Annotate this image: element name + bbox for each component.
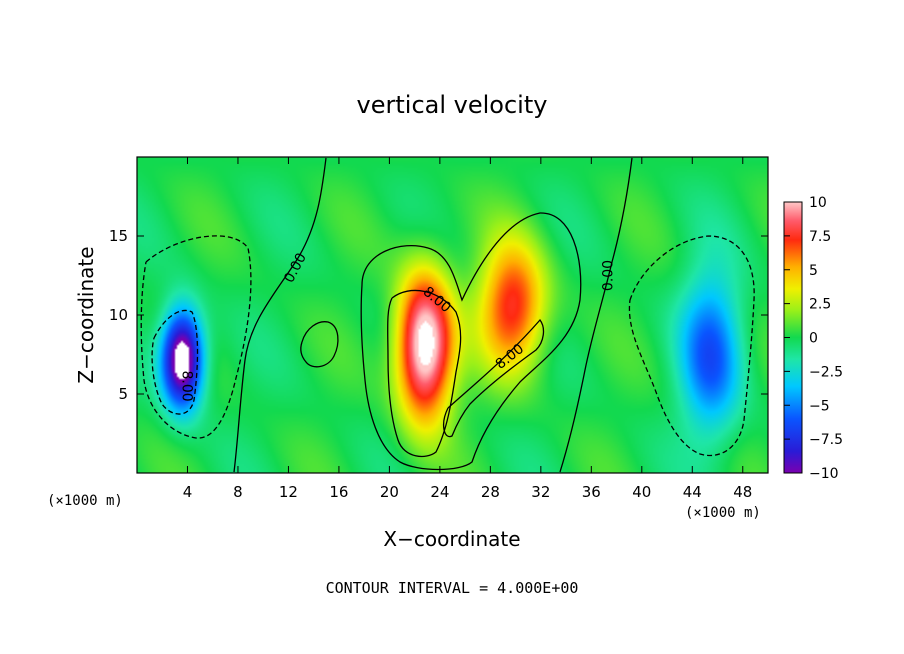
contour-neg-east (628, 235, 755, 457)
colorbar-tick-label: 2.5 (809, 297, 831, 313)
z-tick-label: 10 (109, 306, 128, 324)
x-tick-label: 32 (531, 483, 550, 501)
contour-interval-footer: CONTOUR INTERVAL = 4.000E+00 (326, 579, 579, 597)
x-tick-label: 24 (430, 483, 449, 501)
contour-eight-west (387, 289, 462, 458)
z-tick-label: 15 (109, 227, 128, 245)
contour-label: 0.00 (601, 260, 617, 291)
velocity-field-image (137, 157, 768, 473)
x-unit-label-right: (×1000 m) (685, 505, 761, 521)
colorbar-tick-label: −5 (809, 398, 830, 414)
x-tick-label: 48 (733, 483, 752, 501)
x-tick-label: 28 (481, 483, 500, 501)
colorbar-tick-label: −7.5 (809, 432, 843, 448)
x-axis-label: X−coordinate (383, 527, 520, 551)
z-tick-label: 5 (118, 385, 128, 403)
contour-label-text: 8.00 (178, 371, 194, 402)
x-tick-label: 20 (380, 483, 399, 501)
velocity-field (137, 157, 768, 473)
colorbar-tick-label: 10 (809, 195, 827, 211)
colorbar-tick-label: −2.5 (809, 364, 843, 380)
colorbar-tick-label: −10 (809, 466, 839, 482)
colorbar-tick-label: 5 (809, 263, 818, 279)
x-axis-ticks: 4 8 12 16 20 24 28 32 36 40 44 48 (183, 157, 752, 501)
colorbar-tick-label: 7.5 (809, 229, 831, 245)
contour-zero-isle (300, 321, 339, 368)
z-axis-label: Z−coordinate (74, 246, 98, 383)
x-tick-label: 36 (582, 483, 601, 501)
contour-eight-east (442, 318, 545, 438)
x-tick-label: 12 (279, 483, 298, 501)
contour-lines (140, 157, 755, 473)
x-unit-label-left: (×1000 m) (47, 493, 123, 509)
z-axis-ticks: 5 10 15 (109, 227, 768, 403)
x-tick-label: 4 (183, 483, 193, 501)
x-tick-label: 40 (632, 483, 651, 501)
x-tick-label: 44 (683, 483, 702, 501)
colorbar-ticks: 10 7.5 5 2.5 0 −2.5 −5 −7.5 −10 (784, 195, 843, 482)
contour-zero-updraft (360, 212, 582, 471)
contour-zero-east (559, 157, 633, 473)
x-tick-label: 8 (233, 483, 243, 501)
x-tick-label: 16 (329, 483, 348, 501)
contour-zero-west (233, 157, 327, 473)
contour-label-text: 0.00 (601, 260, 617, 291)
chart-title: vertical velocity (357, 91, 548, 119)
contour-label: 8.00 (178, 371, 194, 402)
contour-neg-west-core (151, 309, 199, 415)
contour-neg-west (140, 235, 252, 439)
colorbar-tick-label: 0 (809, 331, 818, 347)
